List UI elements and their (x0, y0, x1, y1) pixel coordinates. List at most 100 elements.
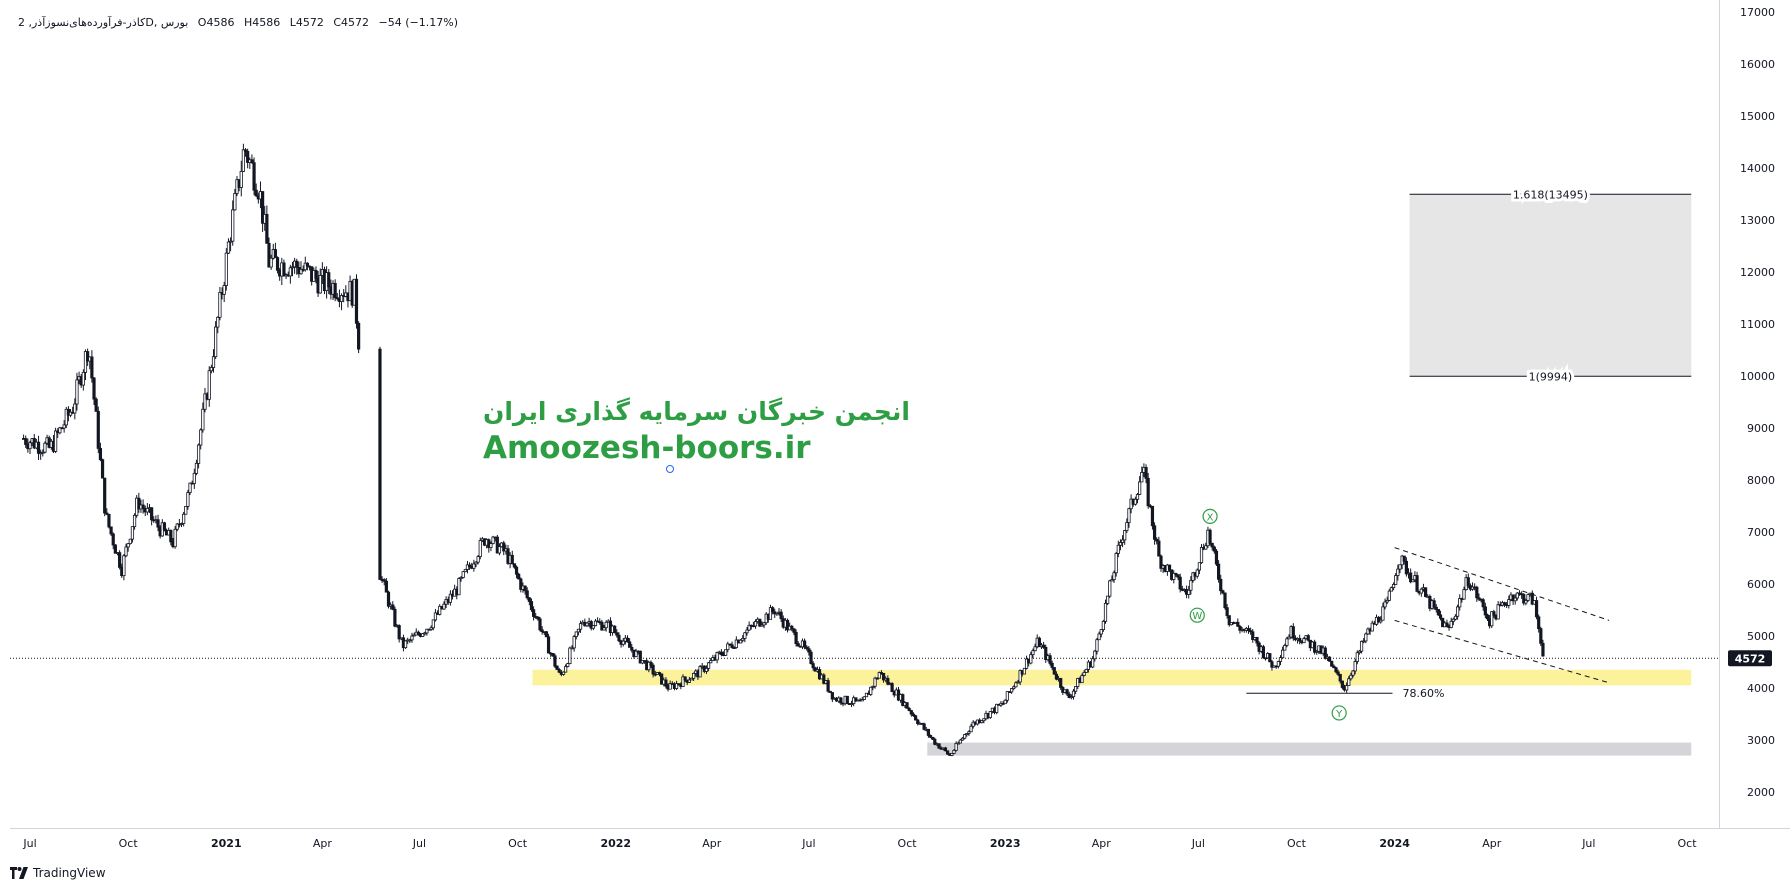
candle-body (423, 632, 427, 635)
last-price-badge-bg (1728, 650, 1772, 667)
wave-label-circle[interactable] (1202, 508, 1218, 525)
candle-body (922, 723, 926, 730)
candle-body (811, 663, 815, 669)
lower-support-zone[interactable] (927, 742, 1692, 756)
y-axis[interactable]: 2000 3000 4000 5000 6000 7000 8000 9000 10000 110… (1740, 6, 1775, 799)
x-axis[interactable]: Jul Oct 2021 Apr Jul Oct 2022 Apr Jul Oct 2023 Apr J… (22, 837, 1697, 850)
target-zone[interactable] (1409, 194, 1692, 377)
candle-body (1127, 508, 1131, 523)
candle-body (1135, 494, 1140, 500)
candle-body (431, 619, 435, 629)
fib-level-label: 1.618(13495) (1513, 188, 1588, 201)
candle-body (1456, 606, 1460, 617)
x-tick-label: Oct (1677, 837, 1697, 850)
drawings-layer[interactable]: 1.618(13495) 1(9994) 78.60% X W Y (666, 185, 1692, 721)
wave-label-circle[interactable] (1331, 705, 1347, 721)
candle-body (952, 749, 956, 754)
candle-body (299, 268, 303, 275)
candle-body (1415, 575, 1419, 592)
candle-body (730, 644, 734, 648)
candle-body (461, 571, 465, 578)
tradingview-brand[interactable]: TradingView (10, 866, 106, 880)
candle-body (1396, 568, 1400, 576)
candle-body (467, 564, 472, 567)
candle-body (1357, 650, 1362, 654)
candle-body (1261, 646, 1266, 659)
candle-body (854, 697, 858, 702)
candle-body (988, 711, 992, 718)
candle-body (1402, 555, 1406, 562)
candle-body (1391, 584, 1396, 589)
candle-body (1176, 574, 1180, 578)
candle-body (384, 580, 388, 593)
legend-symbol[interactable]: کاذر-فرآورده‌های‌نسوزآذر, 2D, بورس (18, 16, 189, 29)
candle-body (540, 629, 544, 633)
candle-body (1522, 594, 1526, 604)
candle-body (517, 573, 521, 580)
x-tick-label: Apr (1482, 837, 1502, 850)
candle-body (1103, 602, 1108, 622)
candle-body (1263, 657, 1268, 660)
candle-body (546, 636, 551, 654)
candle-body (1285, 638, 1289, 646)
candle-body (1362, 640, 1366, 643)
candle-body (472, 563, 476, 569)
support-zone[interactable] (532, 669, 1692, 686)
candle-body (1084, 668, 1088, 673)
candle-body (224, 252, 228, 286)
candles-layer (21, 143, 1545, 757)
legend-low: L4572 (289, 16, 324, 29)
x-tick-label: Oct (119, 837, 139, 850)
candle-body (282, 262, 286, 277)
candle-body (1133, 498, 1137, 505)
candle-body (681, 676, 685, 687)
candle-body (591, 625, 595, 629)
candle-body (828, 690, 832, 693)
channel-upper-line[interactable] (1394, 547, 1610, 621)
candle-body (1065, 689, 1069, 695)
candle-body (1037, 637, 1041, 648)
candle-body (1453, 615, 1458, 620)
candle-body (1099, 629, 1103, 635)
candle-body (1481, 599, 1485, 608)
candle-body (1221, 590, 1225, 594)
candle-body (100, 459, 105, 479)
candle-body (1091, 658, 1095, 668)
candle-body (1387, 590, 1391, 601)
candle-body (1306, 635, 1310, 641)
candle-body (1217, 563, 1221, 580)
crosshair-marker (666, 465, 674, 473)
channel-lower-line[interactable] (1394, 619, 1610, 684)
candle-body (1539, 628, 1543, 644)
candle-body (1095, 639, 1099, 652)
candle-body (1377, 616, 1381, 623)
candle-body (576, 628, 581, 633)
candle-body (958, 739, 962, 744)
candle-body (1150, 505, 1155, 527)
candle-body (709, 660, 713, 664)
candle-body (1534, 600, 1539, 618)
candle-body (214, 326, 218, 358)
candle-body (1172, 573, 1176, 580)
x-tick-label: Apr (702, 837, 722, 850)
candle-body (1003, 699, 1007, 705)
candle-body (704, 668, 709, 672)
candle-body (216, 316, 220, 328)
candle-body (113, 544, 117, 554)
candle-body (529, 601, 534, 610)
legend-high: H4586 (243, 16, 281, 29)
candle-body (1212, 546, 1216, 552)
candle-body (792, 628, 796, 633)
candle-body (969, 725, 973, 733)
candle-body (194, 462, 199, 474)
candle-body (497, 546, 502, 554)
candle-body (1174, 573, 1178, 576)
candle-body (578, 623, 583, 630)
candle-body (1364, 633, 1368, 642)
candle-body (1490, 611, 1494, 627)
candle-body (1071, 690, 1076, 698)
candle-body (211, 356, 216, 368)
wave-label-circle[interactable] (1189, 607, 1205, 623)
x-tick-label: Oct (508, 837, 528, 850)
